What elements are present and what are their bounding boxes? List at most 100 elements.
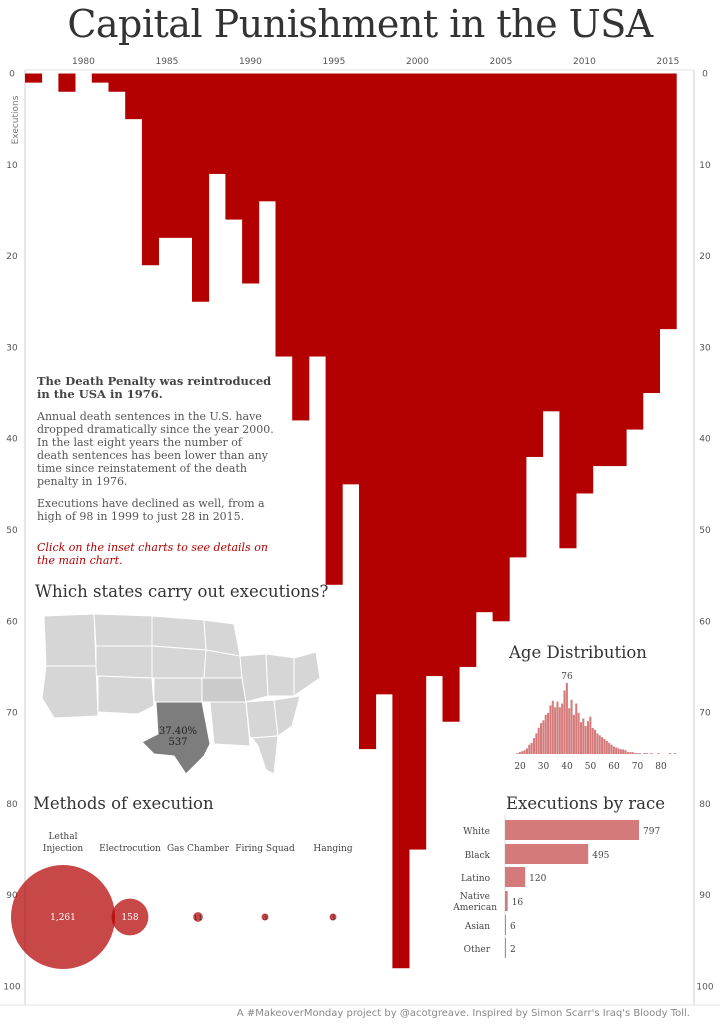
race-value-label: 6 xyxy=(510,922,516,932)
state-region[interactable] xyxy=(273,695,301,737)
age-bar xyxy=(570,699,573,754)
us-states-map[interactable]: 37.40% 537 xyxy=(34,606,334,786)
age-bar xyxy=(537,727,540,754)
state-region[interactable] xyxy=(151,615,207,651)
method-bubble xyxy=(261,913,269,921)
execution-bar xyxy=(609,73,627,467)
inset-hint: Click on the inset charts to see details… xyxy=(37,541,268,567)
age-bar xyxy=(516,753,519,754)
y-tick-label-right: 50 xyxy=(699,526,711,536)
age-bar xyxy=(605,740,608,754)
execution-bar xyxy=(192,73,210,302)
state-texas[interactable] xyxy=(141,701,211,775)
race-bar xyxy=(505,820,639,840)
age-bar xyxy=(565,683,568,754)
age-bar xyxy=(589,716,592,754)
method-value-label: 3 xyxy=(331,914,335,922)
state-region[interactable] xyxy=(251,735,279,775)
y-tick-label-right: 30 xyxy=(699,343,711,353)
execution-bar xyxy=(442,73,460,722)
age-bar xyxy=(568,708,571,754)
state-region[interactable] xyxy=(41,665,99,719)
age-bar xyxy=(577,712,580,754)
y-tick-label-right: 60 xyxy=(699,617,711,627)
age-bar xyxy=(586,721,590,754)
age-bar xyxy=(596,733,599,754)
age-bar xyxy=(612,746,615,754)
state-region[interactable] xyxy=(153,677,205,703)
state-region[interactable] xyxy=(209,701,251,747)
age-bar xyxy=(549,705,552,754)
execution-bar xyxy=(392,73,410,969)
state-region[interactable] xyxy=(239,653,269,703)
age-bar xyxy=(554,707,557,754)
execution-bar xyxy=(292,73,310,421)
method-value-label: 3 xyxy=(263,914,267,922)
state-region[interactable] xyxy=(97,675,155,715)
execution-bar xyxy=(242,73,260,284)
age-bar xyxy=(603,739,606,754)
age-x-tick-label: 30 xyxy=(538,762,550,772)
race-value-label: 120 xyxy=(529,874,546,884)
state-region[interactable] xyxy=(93,613,155,647)
age-bar xyxy=(657,753,660,754)
execution-bar xyxy=(509,73,527,558)
state-region[interactable] xyxy=(201,677,247,703)
race-bar xyxy=(505,915,507,935)
age-bar xyxy=(575,703,578,754)
footer-credit: A #MakeoverMonday project by @acotgreave… xyxy=(236,1008,690,1019)
age-bar xyxy=(525,748,528,754)
race-bar xyxy=(505,844,589,864)
age-bar xyxy=(528,744,531,754)
execution-bar xyxy=(659,73,677,330)
age-bar xyxy=(591,727,594,754)
age-bar xyxy=(551,700,554,754)
y-tick-label-left: 0 xyxy=(9,70,15,80)
state-region[interactable] xyxy=(293,651,321,697)
age-bar xyxy=(579,722,582,754)
age-bar xyxy=(582,718,585,754)
execution-bar xyxy=(141,73,159,266)
race-value-label: 797 xyxy=(643,827,660,837)
execution-bar xyxy=(125,73,143,120)
y-tick-label-left: 30 xyxy=(6,343,18,353)
y-tick-label-left: 50 xyxy=(6,526,18,536)
age-x-tick-label: 60 xyxy=(608,762,620,772)
age-bar xyxy=(563,690,566,754)
x-tick-label: 1985 xyxy=(155,57,178,67)
method-value-label: 158 xyxy=(121,913,138,923)
age-bar xyxy=(598,735,601,754)
y-tick-label-left: 20 xyxy=(6,252,18,262)
execution-bar xyxy=(492,73,510,622)
age-bar xyxy=(650,753,653,754)
state-region[interactable] xyxy=(265,653,297,697)
execution-bar xyxy=(175,73,193,238)
execution-bar xyxy=(258,73,276,202)
method-category-label: Electrocution xyxy=(99,844,161,854)
y-tick-label-right: 0 xyxy=(702,70,708,80)
race-category-label: Native xyxy=(460,892,490,902)
age-bar xyxy=(619,749,622,754)
state-region[interactable] xyxy=(95,645,153,679)
y-tick-label-left: 60 xyxy=(6,617,18,627)
execution-bar xyxy=(58,73,76,92)
race-value-label: 495 xyxy=(592,851,609,861)
y-tick-label-right: 90 xyxy=(699,891,711,901)
age-bar xyxy=(532,738,536,754)
state-region[interactable] xyxy=(245,699,279,739)
state-region[interactable] xyxy=(43,613,97,667)
method-category-label: Lethal xyxy=(49,832,78,842)
execution-bar xyxy=(25,73,43,83)
intro-paragraph-1: Annual death sentences in the U.S. have … xyxy=(37,410,274,488)
execution-bar xyxy=(459,73,477,667)
age-bar xyxy=(556,701,559,754)
race-category-label: White xyxy=(463,827,490,837)
state-region[interactable] xyxy=(151,645,207,679)
age-bar xyxy=(610,744,613,754)
age-bar xyxy=(558,707,561,754)
map-states[interactable] xyxy=(41,613,321,775)
execution-bar xyxy=(275,73,293,357)
age-x-tick-label: 80 xyxy=(655,762,667,772)
age-bar xyxy=(638,753,641,754)
